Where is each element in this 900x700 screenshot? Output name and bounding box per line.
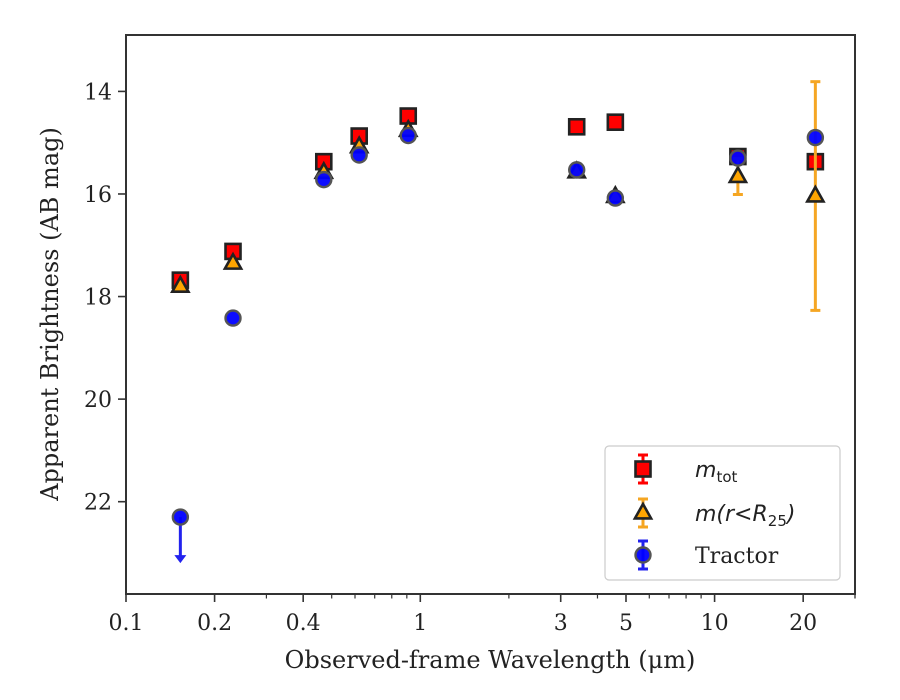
data-point xyxy=(806,128,825,147)
x-axis-ticks: 0.1 0.2 0.4 1 3 5 10 20 xyxy=(109,594,856,636)
data-point xyxy=(568,161,586,179)
data-point xyxy=(222,251,244,270)
y-tick-label: 22 xyxy=(84,491,112,516)
legend-label: mtot xyxy=(695,458,737,486)
x-tick-label: 5 xyxy=(619,611,633,636)
series-square xyxy=(171,107,825,289)
y-tick-label: 18 xyxy=(84,286,112,311)
data-layer xyxy=(170,80,826,564)
data-point xyxy=(171,508,190,526)
legend: mtot m(r<R25) Tractor xyxy=(604,445,841,581)
x-tick-label: 1 xyxy=(413,611,427,636)
y-tick-label: 14 xyxy=(84,80,112,105)
legend-marker xyxy=(634,546,652,564)
x-tick-label: 20 xyxy=(789,611,817,636)
x-axis-label: Observed-frame Wavelength (μm) xyxy=(285,646,696,674)
data-point xyxy=(224,309,242,327)
data-point xyxy=(567,117,586,136)
x-tick-label: 3 xyxy=(554,611,568,636)
x-tick-label: 0.4 xyxy=(286,611,321,636)
y-axis-label: Apparent Brightness (AB mag) xyxy=(36,127,64,502)
data-point xyxy=(399,126,417,145)
y-axis-ticks: 14 16 18 20 22 xyxy=(84,80,126,516)
data-point xyxy=(170,274,191,293)
y-tick-label: 20 xyxy=(84,388,112,413)
y-tick-label: 16 xyxy=(84,183,112,208)
data-point xyxy=(729,149,747,167)
series-circle xyxy=(171,126,825,564)
legend-box xyxy=(604,445,841,581)
legend-marker xyxy=(634,460,652,478)
upper-limit-arrowhead xyxy=(174,555,187,564)
legend-marker xyxy=(632,501,654,520)
legend-label: Tractor xyxy=(695,544,779,569)
data-point xyxy=(805,184,826,203)
data-point xyxy=(606,113,625,131)
data-point xyxy=(315,170,333,189)
data-point xyxy=(606,189,625,207)
legend-label: m(r<R25) xyxy=(695,502,795,530)
data-point xyxy=(727,164,749,184)
x-tick-label: 0.2 xyxy=(197,611,232,636)
x-tick-label: 10 xyxy=(701,611,729,636)
data-point xyxy=(350,146,368,164)
x-tick-label: 0.1 xyxy=(109,611,144,636)
